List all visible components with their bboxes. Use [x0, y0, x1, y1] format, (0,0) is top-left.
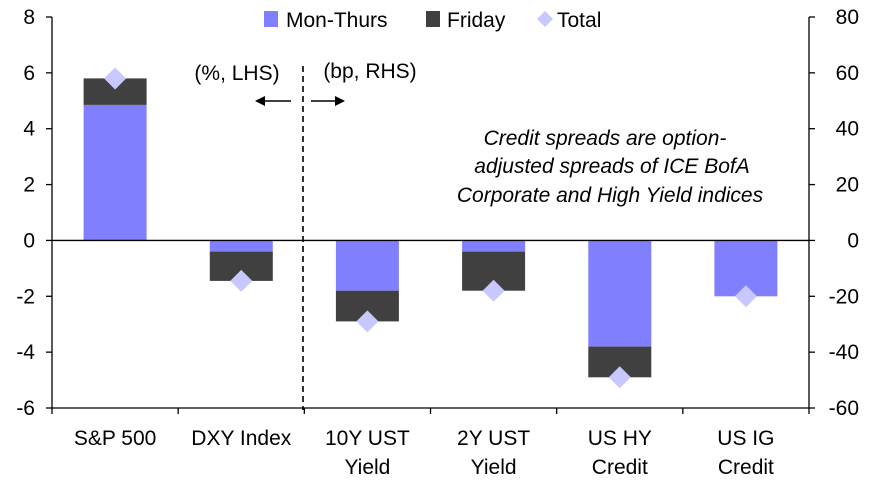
bar-mon-thurs-0 [83, 105, 147, 241]
left-tick-label-4: 0 [23, 229, 35, 252]
left-axis-unit-label: (%, LHS) [194, 62, 279, 85]
right-arrow-icon [311, 96, 345, 106]
note-line-3: Corporate and High Yield indices [457, 184, 764, 207]
note-line-2: adjusted spreads of ICE BofA [474, 155, 750, 178]
category-label-3-1: Yield [471, 456, 517, 479]
category-label-2-1: Yield [344, 456, 390, 479]
legend-swatch-friday [426, 11, 440, 27]
category-label-3-0: 2Y UST [457, 427, 530, 450]
category-label-4-1: Credit [592, 456, 648, 479]
legend-swatch-total [537, 11, 553, 27]
bar-mon-thurs-2 [335, 240, 399, 291]
category-label-5-1: Credit [718, 456, 774, 479]
legend-label-total: Total [557, 9, 601, 32]
right-tick-label-2: 40 [836, 118, 859, 141]
left-tick-label-0: 8 [23, 6, 35, 29]
right-tick-label-6: -40 [829, 341, 859, 364]
left-tick-label-3: 2 [23, 174, 35, 197]
total-marker-3 [482, 279, 505, 302]
left-tick-label-1: 6 [23, 62, 35, 85]
right-tick-label-5: -20 [829, 285, 859, 308]
total-marker-4 [608, 366, 631, 389]
total-marker-1 [230, 269, 253, 292]
category-label-4-0: US HY [588, 427, 652, 450]
total-marker-5 [734, 285, 757, 308]
legend-label-friday: Friday [447, 9, 506, 32]
right-axis-unit-label: (bp, RHS) [323, 60, 416, 83]
category-label-1-0: DXY Index [191, 427, 292, 450]
legend-label-mon-thurs: Mon-Thurs [286, 9, 388, 32]
right-tick-label-7: -60 [829, 397, 859, 420]
bar-mon-thurs-1 [209, 240, 273, 252]
left-tick-label-7: -6 [16, 397, 35, 420]
category-label-0-0: S&P 500 [74, 427, 157, 450]
category-label-2-0: 10Y UST [325, 427, 410, 450]
right-tick-label-3: 20 [836, 174, 859, 197]
right-tick-label-0: 80 [836, 6, 859, 29]
right-tick-label-1: 60 [836, 62, 859, 85]
note-line-1: Credit spreads are option- [484, 127, 727, 150]
legend-swatch-mon-thurs [264, 11, 278, 27]
right-tick-label-4: 0 [847, 229, 859, 252]
left-tick-label-5: -2 [16, 285, 35, 308]
bar-mon-thurs-3 [462, 240, 526, 252]
left-tick-label-6: -4 [16, 341, 35, 364]
total-marker-0 [104, 67, 127, 90]
bar-mon-thurs-4 [588, 240, 652, 347]
total-marker-2 [356, 310, 379, 333]
left-arrow-icon [255, 96, 291, 106]
left-tick-label-2: 4 [23, 118, 35, 141]
category-label-5-0: US IG [717, 427, 774, 450]
